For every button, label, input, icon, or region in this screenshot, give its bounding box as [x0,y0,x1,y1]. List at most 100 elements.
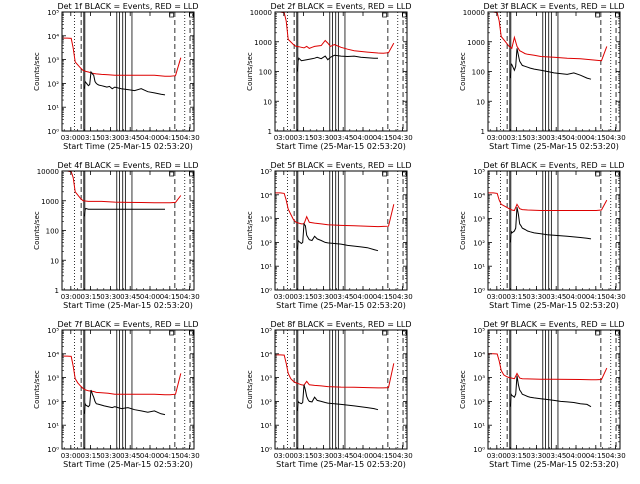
y-tick-label: 100 [259,69,272,77]
x-tick-label: 03:30 [526,452,546,460]
panel-9: Det 9f BLACK = Events, RED = LLD 10⁰ 10¹ 10… [459,320,626,469]
y-axis-label: Counts/sec [246,52,254,91]
x-tick-label: 04:00 [566,452,586,460]
x-axis-label: Start Time (25-Mar-15 02:53:20) [276,142,406,151]
panel-2: Det 2f BLACK = Events, RED = LLD 1 10 100 10… [246,2,413,151]
x-tick-label: 03:45 [333,293,353,301]
series-line-events [296,384,379,411]
y-tick-label: 10¹ [260,263,272,271]
plot-frame [274,11,408,132]
y-tick-label: 10¹ [473,263,485,271]
x-axis-label: Start Time (25-Mar-15 02:53:20) [489,142,619,151]
plot-frame [487,329,621,450]
panel-title: Det 1f BLACK = Events, RED = LLD [57,2,198,11]
x-tick-label: 04:15 [373,452,393,460]
x-tick-label: 03:00 [61,452,81,460]
x-tick-label: 04:30 [180,134,200,142]
plot-frame [61,170,195,291]
y-tick-label: 10⁵ [473,327,485,335]
series-line-events [83,70,166,96]
y-tick-label: 1000 [254,39,272,47]
y-tick-label: 10¹ [260,422,272,430]
x-tick-label: 03:15 [507,452,527,460]
series-line-events [296,222,379,252]
y-tick-label: 10¹ [473,422,485,430]
panel-8: Det 8f BLACK = Events, RED = LLD 10⁰ 10¹ 10… [246,320,413,469]
x-tick-label: 03:00 [61,134,81,142]
x-tick-label: 04:15 [373,134,393,142]
y-tick-label: 10000 [250,9,272,17]
panel-title: Det 2f BLACK = Events, RED = LLD [270,2,411,11]
panel-title: Det 7f BLACK = Events, RED = LLD [57,320,198,329]
x-axis-label: Start Time (25-Mar-15 02:53:20) [63,460,193,469]
x-tick-label: 04:00 [140,452,160,460]
y-axis-label: Counts/sec [33,52,41,91]
x-tick-label: 04:15 [160,134,180,142]
x-tick-label: 03:15 [507,134,527,142]
x-tick-label: 04:30 [180,293,200,301]
x-tick-label: 03:45 [120,134,140,142]
x-tick-label: 04:15 [373,293,393,301]
x-tick-label: 03:30 [100,293,120,301]
x-axis-label: Start Time (25-Mar-15 02:53:20) [276,460,406,469]
y-tick-label: 10⁴ [260,351,272,359]
x-tick-label: 03:00 [274,452,294,460]
x-tick-label: 04:00 [140,293,160,301]
plot-frame [61,329,195,450]
series-line-lld [488,11,608,62]
series-line-lld [62,170,182,204]
plot-frame [487,11,621,132]
x-tick-label: 03:15 [294,293,314,301]
y-tick-label: 10⁴ [473,351,485,359]
y-tick-label: 100 [46,228,59,236]
panel-3: Det 3f BLACK = Events, RED = LLD 1 10 100 10… [459,2,626,151]
series-line-lld [488,192,608,212]
y-tick-label: 10 [263,98,272,106]
panel-7: Det 7f BLACK = Events, RED = LLD 10⁰ 10¹ 10… [33,320,200,469]
y-axis-label: Counts/sec [246,370,254,409]
series-line-events [83,389,166,416]
y-tick-label: 10³ [47,57,59,65]
x-tick-label: 03:45 [546,134,566,142]
y-tick-label: 10⁵ [260,327,272,335]
x-tick-label: 03:45 [120,293,140,301]
series-line-lld [488,353,608,381]
panel-title: Det 6f BLACK = Events, RED = LLD [483,161,624,170]
x-tick-label: 03:15 [507,293,527,301]
series-line-events [296,54,378,72]
y-tick-label: 10² [473,398,485,406]
y-tick-label: 10² [47,80,59,88]
series-line-lld [62,37,182,77]
y-tick-label: 10⁰ [260,287,272,295]
panel-5: Det 5f BLACK = Events, RED = LLD 10⁰ 10¹ 10… [246,161,413,310]
panel-1: Det 1f BLACK = Events, RED = LLD 10⁰ 10¹ 10… [33,2,200,151]
y-axis-label: Counts/sec [459,370,467,409]
y-tick-label: 10⁴ [47,33,59,41]
x-tick-label: 04:00 [140,134,160,142]
x-tick-label: 04:15 [586,452,606,460]
y-tick-label: 10¹ [47,422,59,430]
x-tick-label: 03:00 [61,293,81,301]
y-axis-label: Counts/sec [33,370,41,409]
x-tick-label: 04:30 [180,452,200,460]
x-tick-label: 04:30 [606,293,626,301]
y-tick-label: 10¹ [47,104,59,112]
x-tick-label: 03:30 [526,134,546,142]
x-tick-label: 03:15 [81,452,101,460]
y-axis-label: Counts/sec [459,211,467,250]
y-tick-label: 10⁴ [47,351,59,359]
x-tick-label: 03:45 [546,293,566,301]
plot-frame [274,170,408,291]
x-tick-label: 03:30 [526,293,546,301]
panel-title: Det 5f BLACK = Events, RED = LLD [270,161,411,170]
series-line-events [509,375,592,408]
x-tick-label: 04:30 [393,293,413,301]
y-tick-label: 10⁴ [260,192,272,200]
series-line-lld [275,11,395,54]
x-tick-label: 03:15 [294,452,314,460]
y-tick-label: 10² [260,239,272,247]
panel-title: Det 9f BLACK = Events, RED = LLD [483,320,624,329]
y-tick-label: 1 [268,128,272,136]
x-tick-label: 03:30 [100,452,120,460]
